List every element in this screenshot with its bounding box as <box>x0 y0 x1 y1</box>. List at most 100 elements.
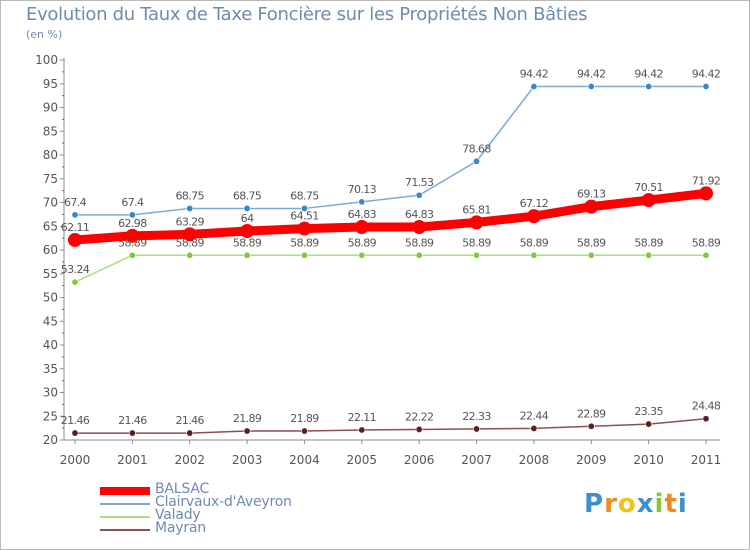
legend-label: BALSAC <box>155 481 210 497</box>
y-tick-label: 30 <box>43 386 58 400</box>
x-tick-label: 2008 <box>519 453 550 467</box>
logo-letter: o <box>617 489 637 519</box>
data-point <box>71 278 79 286</box>
y-tick-label: 70 <box>43 196 58 210</box>
data-point <box>186 204 194 212</box>
data-point <box>702 251 710 259</box>
logo-letter: i <box>677 489 688 519</box>
data-point <box>530 251 538 259</box>
data-point <box>186 429 194 437</box>
data-point <box>128 211 136 219</box>
data-label: 22.44 <box>520 409 549 422</box>
y-tick-label: 85 <box>43 124 58 138</box>
data-point <box>587 251 595 259</box>
data-point <box>243 251 251 259</box>
data-point <box>473 157 481 165</box>
data-label: 94.42 <box>577 68 606 81</box>
legend-label: Clairvaux-d'Aveyron <box>155 494 292 510</box>
data-label: 24.48 <box>692 400 721 413</box>
data-point <box>473 425 481 433</box>
data-label: 22.22 <box>405 410 434 423</box>
data-point <box>300 427 308 435</box>
data-label: 58.89 <box>462 236 491 249</box>
data-label: 68.75 <box>290 189 319 202</box>
data-label: 53.24 <box>61 263 90 276</box>
data-label: 94.42 <box>520 68 549 81</box>
data-point <box>526 209 541 224</box>
data-point <box>128 429 136 437</box>
series-line-0 <box>70 188 711 245</box>
data-label: 64.83 <box>348 208 377 221</box>
chart-unit-label: (en %) <box>26 28 63 41</box>
data-label: 58.89 <box>348 236 377 249</box>
legend-label: Mayran <box>155 520 206 536</box>
series-line-3 <box>74 417 707 434</box>
x-tick-label: 2002 <box>174 453 205 467</box>
data-label: 70.13 <box>348 183 377 196</box>
data-point <box>71 429 79 437</box>
data-label: 94.42 <box>634 68 663 81</box>
legend-swatch <box>100 487 150 495</box>
data-point <box>412 220 427 235</box>
data-point <box>469 215 484 230</box>
data-point <box>530 424 538 432</box>
data-label: 68.75 <box>175 189 204 202</box>
y-tick-label: 80 <box>43 148 58 162</box>
data-point <box>358 251 366 259</box>
logo-letter: t <box>664 489 678 519</box>
data-label: 64 <box>241 212 254 225</box>
data-point <box>587 422 595 430</box>
data-label: 23.35 <box>634 405 663 418</box>
data-label: 58.89 <box>692 236 721 249</box>
x-tick-label: 2004 <box>289 453 320 467</box>
chart-title: Evolution du Taux de Taxe Foncière sur l… <box>26 4 588 25</box>
data-label: 62.98 <box>118 217 147 230</box>
data-point <box>530 83 538 91</box>
y-tick-label: 90 <box>43 101 58 115</box>
legend-swatch <box>100 516 150 518</box>
logo-letter: i <box>654 489 665 519</box>
proxiti-logo: Proxiti <box>584 489 688 519</box>
data-label: 21.46 <box>175 414 204 427</box>
data-point <box>645 420 653 428</box>
x-tick-label: 2011 <box>691 453 722 467</box>
data-point <box>243 427 251 435</box>
x-tick-label: 2000 <box>60 453 91 467</box>
data-label: 58.89 <box>290 236 319 249</box>
y-tick-label: 55 <box>43 267 58 281</box>
data-label: 65.81 <box>462 203 491 216</box>
data-label: 58.89 <box>118 236 147 249</box>
data-label: 68.75 <box>233 189 262 202</box>
data-label: 58.89 <box>405 236 434 249</box>
data-label: 64.51 <box>290 210 319 223</box>
data-label: 70.51 <box>634 181 663 194</box>
x-tick-label: 2010 <box>633 453 664 467</box>
data-point <box>473 251 481 259</box>
data-label: 67.4 <box>121 196 144 209</box>
y-tick-label: 100 <box>35 53 58 67</box>
data-label: 71.53 <box>405 176 434 189</box>
x-tick-label: 2009 <box>576 453 607 467</box>
data-label: 62.11 <box>61 221 90 234</box>
data-point <box>240 224 255 238</box>
data-label: 69.13 <box>577 188 606 201</box>
data-point <box>125 228 140 243</box>
legend-swatch <box>100 529 150 531</box>
data-point <box>297 221 312 236</box>
data-point <box>415 425 423 433</box>
data-label: 21.46 <box>118 414 147 427</box>
y-tick-label: 20 <box>43 433 58 447</box>
data-point <box>702 83 710 91</box>
data-point <box>699 186 713 201</box>
y-tick-label: 65 <box>43 219 58 233</box>
data-point <box>415 251 423 259</box>
data-label: 21.89 <box>233 412 262 425</box>
series-line-1 <box>74 85 707 216</box>
data-point <box>587 83 595 91</box>
y-tick-label: 45 <box>43 314 58 328</box>
logo-letter: x <box>636 489 655 519</box>
x-tick-label: 2007 <box>461 453 492 467</box>
data-point <box>243 204 251 212</box>
data-label: 78.68 <box>462 142 491 155</box>
